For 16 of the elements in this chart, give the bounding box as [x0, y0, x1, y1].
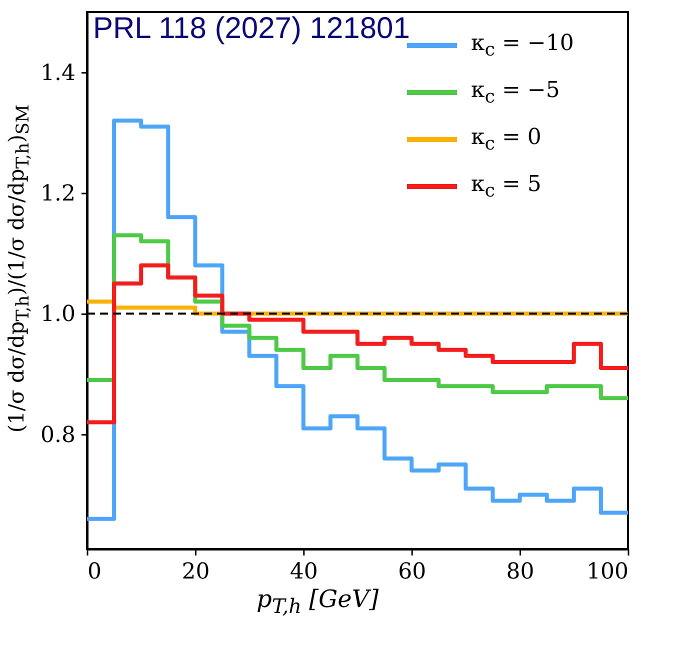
x-tick-label: 100: [586, 560, 628, 584]
x-axis-title: p$_{T,h}$ [GeV]: [256, 585, 379, 618]
legend-label: κ$_{c}$ = 0: [471, 124, 542, 154]
legend-label: κ$_{c}$ = −10: [471, 30, 574, 60]
x-tick-label: 80: [506, 560, 534, 584]
legend-label: κ$_{c}$ = −5: [471, 78, 560, 108]
x-tick-label: 60: [398, 560, 426, 584]
legend-label: κ$_{c}$ = 5: [471, 172, 542, 202]
y-tick-label: 1.2: [40, 182, 76, 207]
x-tick-label: 20: [182, 560, 210, 584]
annotation: PRL 118 (2027) 121801: [93, 12, 410, 45]
y-tick-label: 1.4: [40, 60, 76, 86]
y-tick-label: 0.8: [40, 422, 76, 448]
x-tick-label: 0: [88, 560, 102, 584]
x-tick-label: 40: [290, 560, 318, 584]
y-tick-label: 1.0: [40, 302, 76, 328]
